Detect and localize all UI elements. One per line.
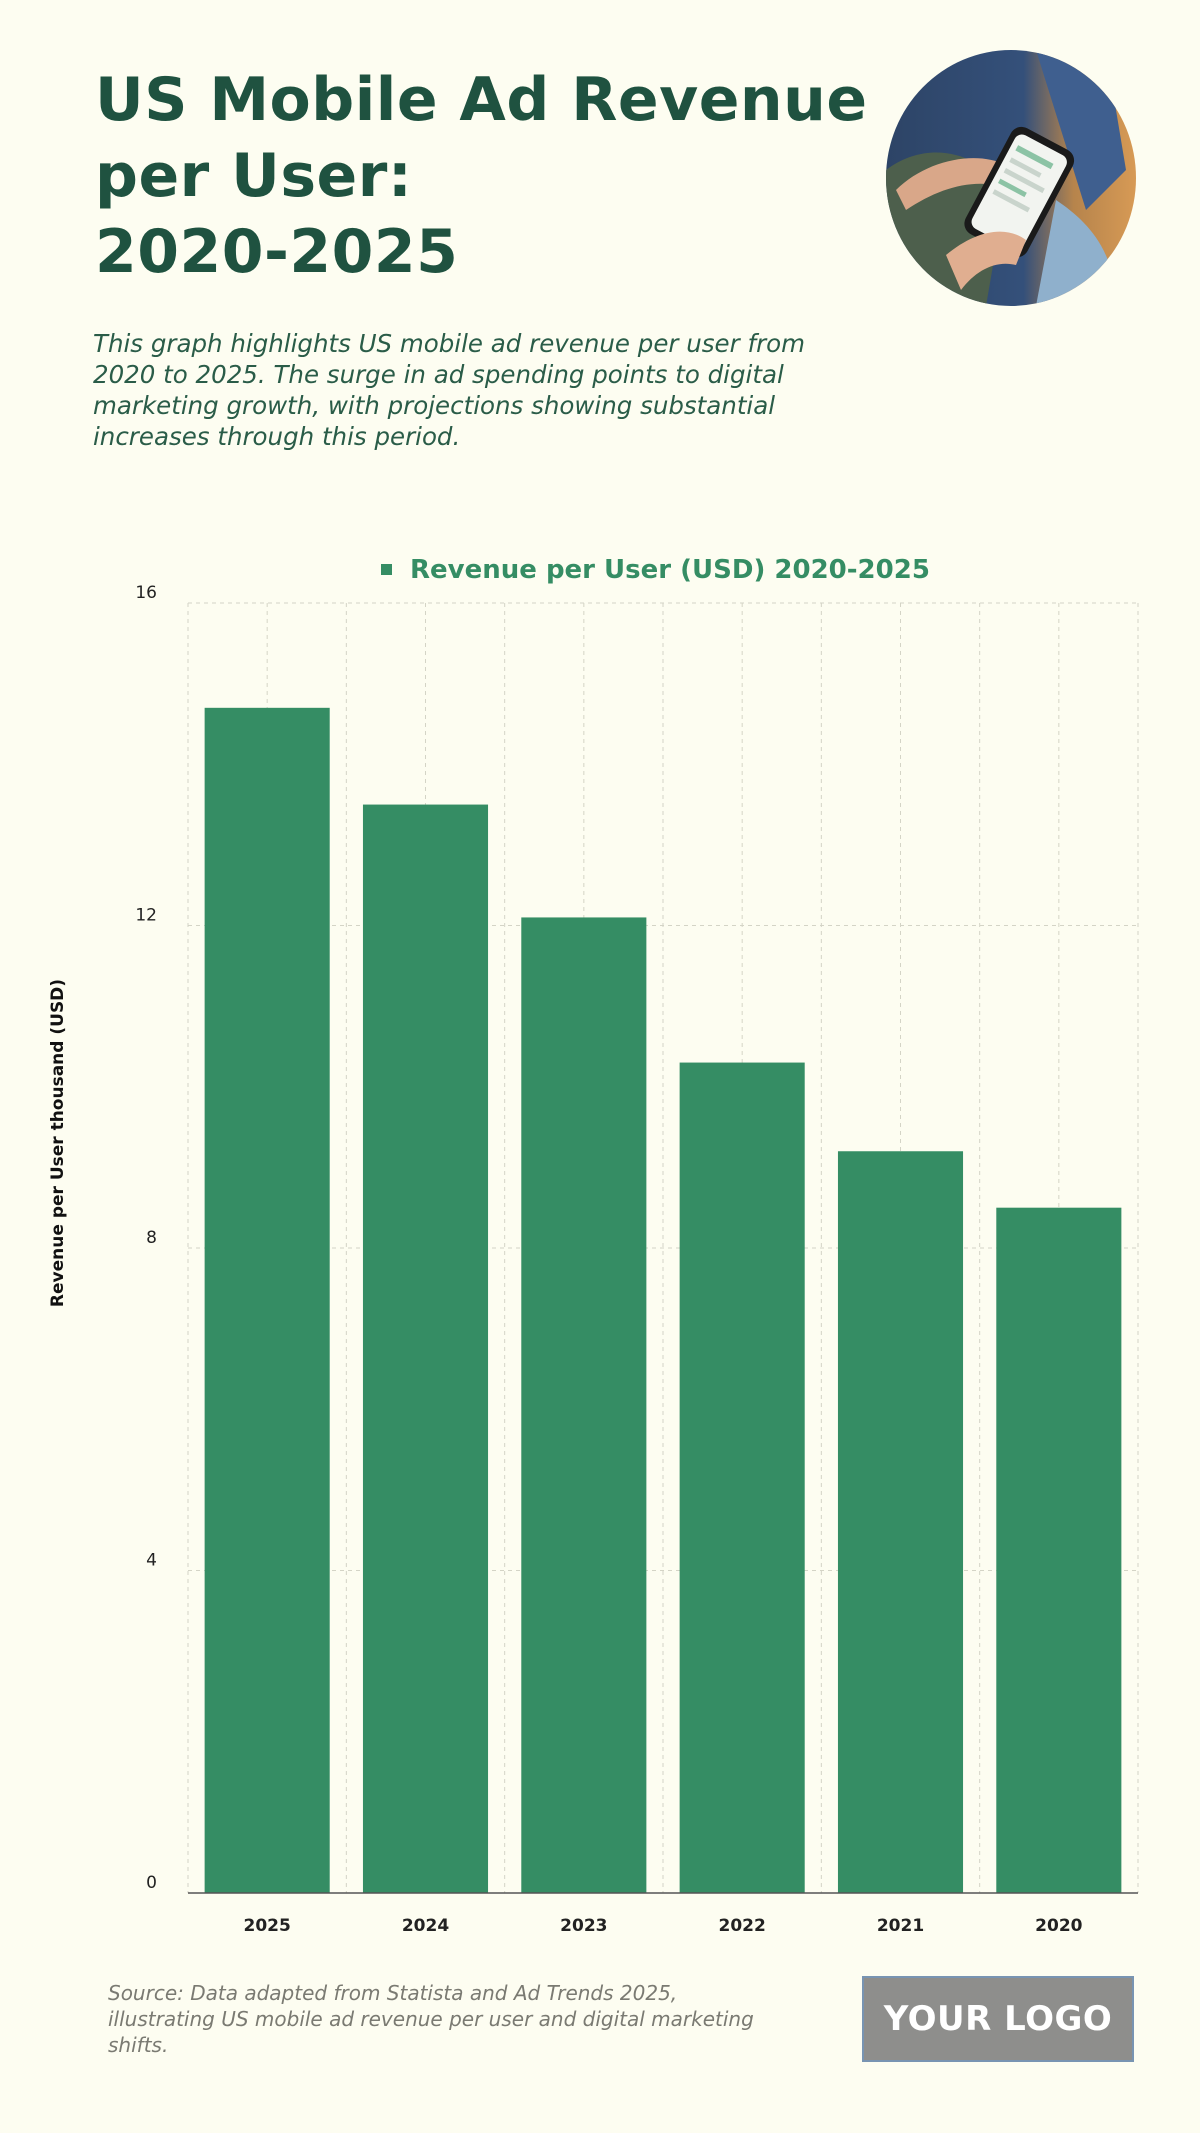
x-tick-label: 2023 bbox=[560, 1916, 607, 1936]
y-tick-label: 12 bbox=[135, 906, 157, 926]
x-tick-label: 2022 bbox=[719, 1916, 766, 1936]
y-tick-label: 8 bbox=[146, 1228, 157, 1248]
bar-2022 bbox=[679, 1062, 805, 1893]
bar-2020 bbox=[996, 1207, 1122, 1893]
y-tick-label: 16 bbox=[135, 583, 157, 603]
x-tick-label: 2024 bbox=[402, 1916, 449, 1936]
x-tick-label: 2025 bbox=[244, 1916, 291, 1936]
logo-placeholder[interactable]: YOUR LOGO bbox=[862, 1976, 1134, 2062]
title-line-1: US Mobile Ad Revenue bbox=[95, 65, 868, 135]
y-tick-label: 0 bbox=[146, 1873, 157, 1893]
legend-swatch bbox=[381, 564, 392, 575]
title-line-3: 2020-2025 bbox=[95, 217, 459, 287]
y-tick-label: 4 bbox=[146, 1551, 157, 1571]
x-tick-label: 2021 bbox=[877, 1916, 924, 1936]
y-axis-title: Revenue per User thousand (USD) bbox=[48, 979, 68, 1307]
bar-chart: 0 4 8 12 16 2025 2024 2023 2022 2021 2020 Revenue p… bbox=[48, 555, 1139, 1936]
bar-2021 bbox=[837, 1151, 964, 1893]
bar-2025 bbox=[204, 707, 330, 1893]
x-tick-label: 2020 bbox=[1035, 1916, 1082, 1936]
source-note: Source: Data adapted from Statista and A… bbox=[108, 1981, 754, 2057]
legend-label: Revenue per User (USD) 2020-2025 bbox=[410, 555, 930, 585]
hero-photo-image bbox=[886, 50, 1136, 306]
chart-description: This graph highlights US mobile ad reven… bbox=[93, 329, 806, 451]
bar-2024 bbox=[362, 804, 489, 1893]
page-title: US Mobile Ad Revenue per User: 2020-2025 bbox=[95, 62, 875, 290]
title-line-2: per User: bbox=[95, 141, 413, 211]
bar-2023 bbox=[521, 917, 647, 1893]
